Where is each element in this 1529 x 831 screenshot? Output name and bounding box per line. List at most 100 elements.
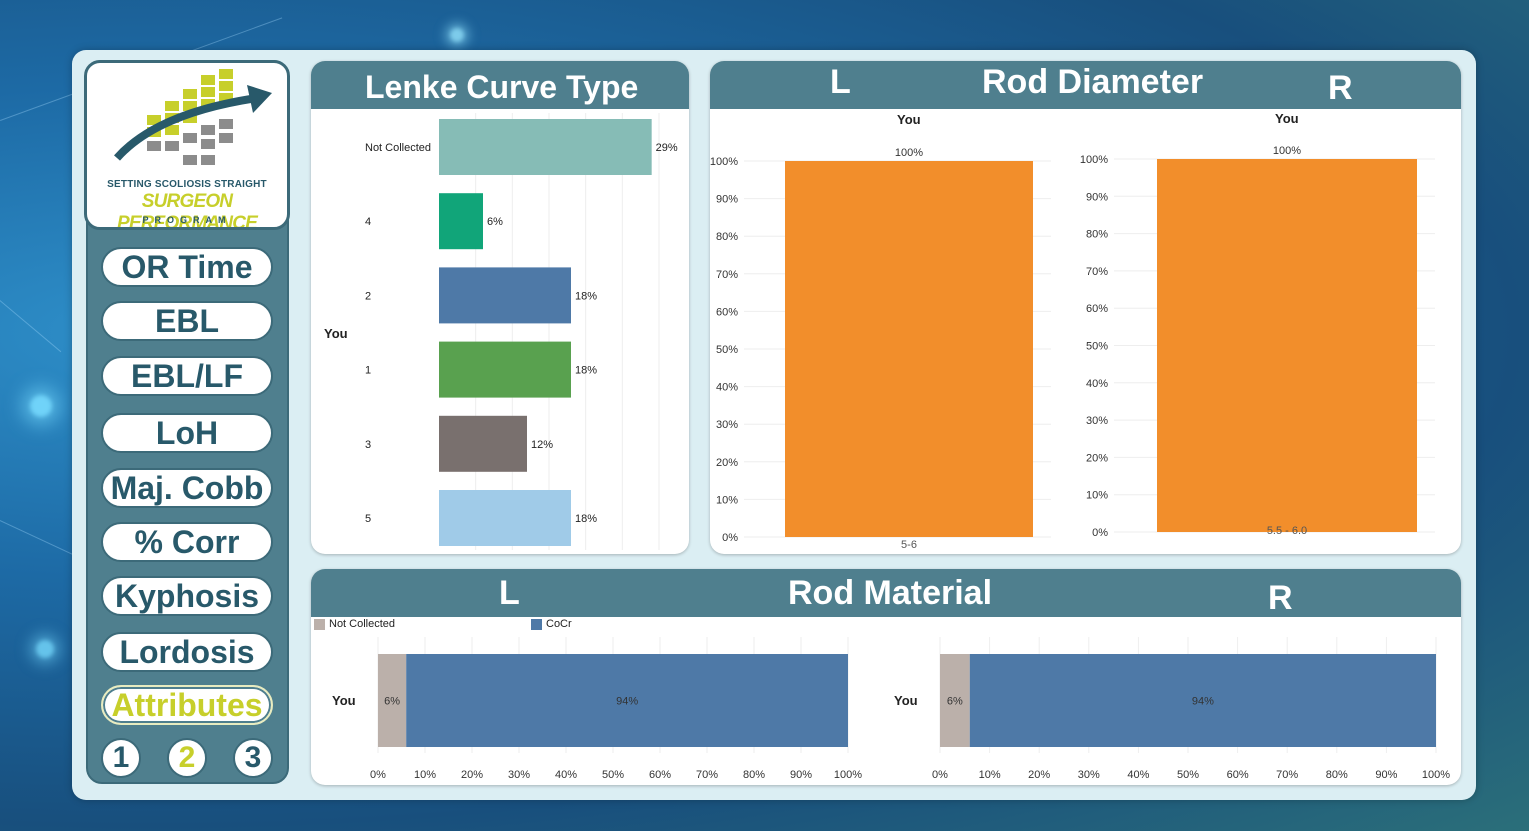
y-tick-label: 90% bbox=[716, 194, 738, 206]
x-tick-label: 40% bbox=[1127, 769, 1149, 781]
legend-swatch bbox=[531, 618, 542, 630]
y-tick-label: 80% bbox=[716, 231, 738, 243]
legend-item-not-collected: Not Collected bbox=[314, 618, 395, 630]
background-glow bbox=[36, 640, 54, 658]
rod-diameter-title: Rod Diameter bbox=[982, 63, 1204, 101]
rod-diameter-header: L Rod Diameter R bbox=[710, 61, 1461, 109]
x-tick-label: 30% bbox=[1078, 769, 1100, 781]
rod-material-chart: 0% 10% 20% 30% 40% 50% 60% 70% 80% 90% 100% 6% 94% 0%… bbox=[370, 637, 1450, 781]
y-tick-label: 0% bbox=[722, 532, 738, 544]
page-button-3[interactable]: 3 bbox=[233, 738, 273, 778]
rod-diameter-chart: 0% 10% 20% 30% 40% 50% 60% 70% 80% 90% 100% 100% 5-6… bbox=[710, 145, 1435, 551]
bar-value-label: 29% bbox=[656, 142, 678, 154]
y-tick-label: 70% bbox=[716, 269, 738, 281]
nav-button-attributes[interactable]: Attributes bbox=[101, 685, 273, 725]
legend-swatch bbox=[314, 618, 325, 630]
nav-button-ebl[interactable]: EBL bbox=[101, 301, 273, 341]
x-tick-label: 20% bbox=[461, 769, 483, 781]
bar-segment bbox=[969, 654, 1436, 747]
rod-diameter-left-label: L bbox=[830, 63, 851, 101]
bar bbox=[439, 193, 483, 250]
lenke-panel: Lenke Curve Type You Not Collected 29% 4 6%… bbox=[311, 61, 689, 554]
rod-material-title: Rod Material bbox=[788, 574, 993, 612]
x-tick-label: 100% bbox=[1422, 769, 1450, 781]
logo-subtitle: PROGRAM bbox=[142, 215, 232, 225]
category-label: Not Collected bbox=[365, 142, 431, 154]
y-tick-label: 100% bbox=[1080, 154, 1108, 166]
nav-button-loh[interactable]: LoH bbox=[101, 413, 273, 453]
logo-tagline: SETTING SCOLIOSIS STRAIGHT bbox=[107, 179, 267, 190]
bar bbox=[785, 161, 1033, 537]
segment-value-label: 94% bbox=[616, 696, 638, 708]
y-tick-label: 60% bbox=[1086, 303, 1108, 315]
x-tick-label: 30% bbox=[508, 769, 530, 781]
logo-title: SURGEON PERFORMANCE bbox=[116, 191, 258, 230]
logo-graphic bbox=[114, 69, 272, 165]
y-tick-label: 10% bbox=[716, 494, 738, 506]
background-line bbox=[0, 300, 62, 353]
y-tick-label: 80% bbox=[1086, 229, 1108, 241]
rod-diameter-left-series: You bbox=[897, 112, 921, 127]
legend-label: CoCr bbox=[546, 618, 572, 630]
x-tick-label: 70% bbox=[696, 769, 718, 781]
rod-material-right-label: R bbox=[1268, 579, 1293, 617]
y-tick-label: 70% bbox=[1086, 266, 1108, 278]
nav-button-pct-corr[interactable]: % Corr bbox=[101, 522, 273, 562]
rod-diameter-right-series: You bbox=[1275, 111, 1299, 126]
program-logo: SETTING SCOLIOSIS STRAIGHT SURGEON PERFO… bbox=[84, 60, 290, 230]
nav-button-maj-cobb[interactable]: Maj. Cobb bbox=[101, 468, 273, 508]
x-tick-label: 20% bbox=[1028, 769, 1050, 781]
x-tick-label: 70% bbox=[1276, 769, 1298, 781]
category-label: 3 bbox=[365, 439, 371, 451]
bar bbox=[1157, 159, 1417, 532]
x-tick-label: 60% bbox=[649, 769, 671, 781]
lenke-title: Lenke Curve Type bbox=[365, 69, 639, 105]
background-glow bbox=[30, 395, 52, 417]
y-tick-label: 40% bbox=[716, 382, 738, 394]
x-tick-label: 100% bbox=[834, 769, 862, 781]
rod-material-left-label: L bbox=[499, 574, 520, 612]
nav-button-or-time[interactable]: OR Time bbox=[101, 247, 273, 287]
y-tick-label: 30% bbox=[716, 419, 738, 431]
x-tick-label: 60% bbox=[1227, 769, 1249, 781]
rod-diameter-panel: L Rod Diameter R You You 0% 10% 20% 30% 40% 5… bbox=[710, 61, 1461, 554]
bar bbox=[439, 415, 527, 472]
x-tick-label: 80% bbox=[743, 769, 765, 781]
bar-value-label: 18% bbox=[575, 513, 597, 525]
bar bbox=[439, 490, 571, 546]
y-tick-label: 50% bbox=[716, 344, 738, 356]
y-tick-label: 20% bbox=[716, 457, 738, 469]
y-tick-label: 60% bbox=[716, 306, 738, 318]
lenke-header: Lenke Curve Type bbox=[311, 61, 689, 109]
y-tick-label: 20% bbox=[1086, 452, 1108, 464]
bar-value-label: 18% bbox=[575, 290, 597, 302]
rod-material-right-row-label: You bbox=[894, 693, 918, 708]
bar-segment bbox=[378, 654, 407, 747]
x-tick-label: 80% bbox=[1326, 769, 1348, 781]
rod-material-left-row-label: You bbox=[332, 693, 356, 708]
x-category-label: 5.5 - 6.0 bbox=[1267, 525, 1307, 537]
category-label: 4 bbox=[365, 216, 371, 228]
category-label: 2 bbox=[365, 290, 371, 302]
segment-value-label: 6% bbox=[384, 696, 400, 708]
x-tick-label: 90% bbox=[790, 769, 812, 781]
x-tick-label: 0% bbox=[370, 769, 386, 781]
x-tick-label: 50% bbox=[1177, 769, 1199, 781]
rod-diameter-right-label: R bbox=[1328, 69, 1353, 107]
bar-segment bbox=[940, 654, 970, 747]
y-tick-label: 90% bbox=[1086, 191, 1108, 203]
nav-button-kyphosis[interactable]: Kyphosis bbox=[101, 576, 273, 616]
page-button-2[interactable]: 2 bbox=[167, 738, 207, 778]
bar bbox=[439, 119, 652, 175]
page-button-1[interactable]: 1 bbox=[101, 738, 141, 778]
nav-button-lordosis[interactable]: Lordosis bbox=[101, 632, 273, 672]
rod-material-header: L Rod Material R bbox=[311, 569, 1461, 617]
bar-segment bbox=[406, 654, 848, 747]
legend-item-cocr: CoCr bbox=[531, 618, 572, 630]
bar bbox=[439, 341, 571, 398]
nav-button-ebl-lf[interactable]: EBL/LF bbox=[101, 356, 273, 396]
x-tick-label: 10% bbox=[979, 769, 1001, 781]
category-label: 5 bbox=[365, 513, 371, 525]
segment-value-label: 94% bbox=[1192, 696, 1214, 708]
x-tick-label: 10% bbox=[414, 769, 436, 781]
